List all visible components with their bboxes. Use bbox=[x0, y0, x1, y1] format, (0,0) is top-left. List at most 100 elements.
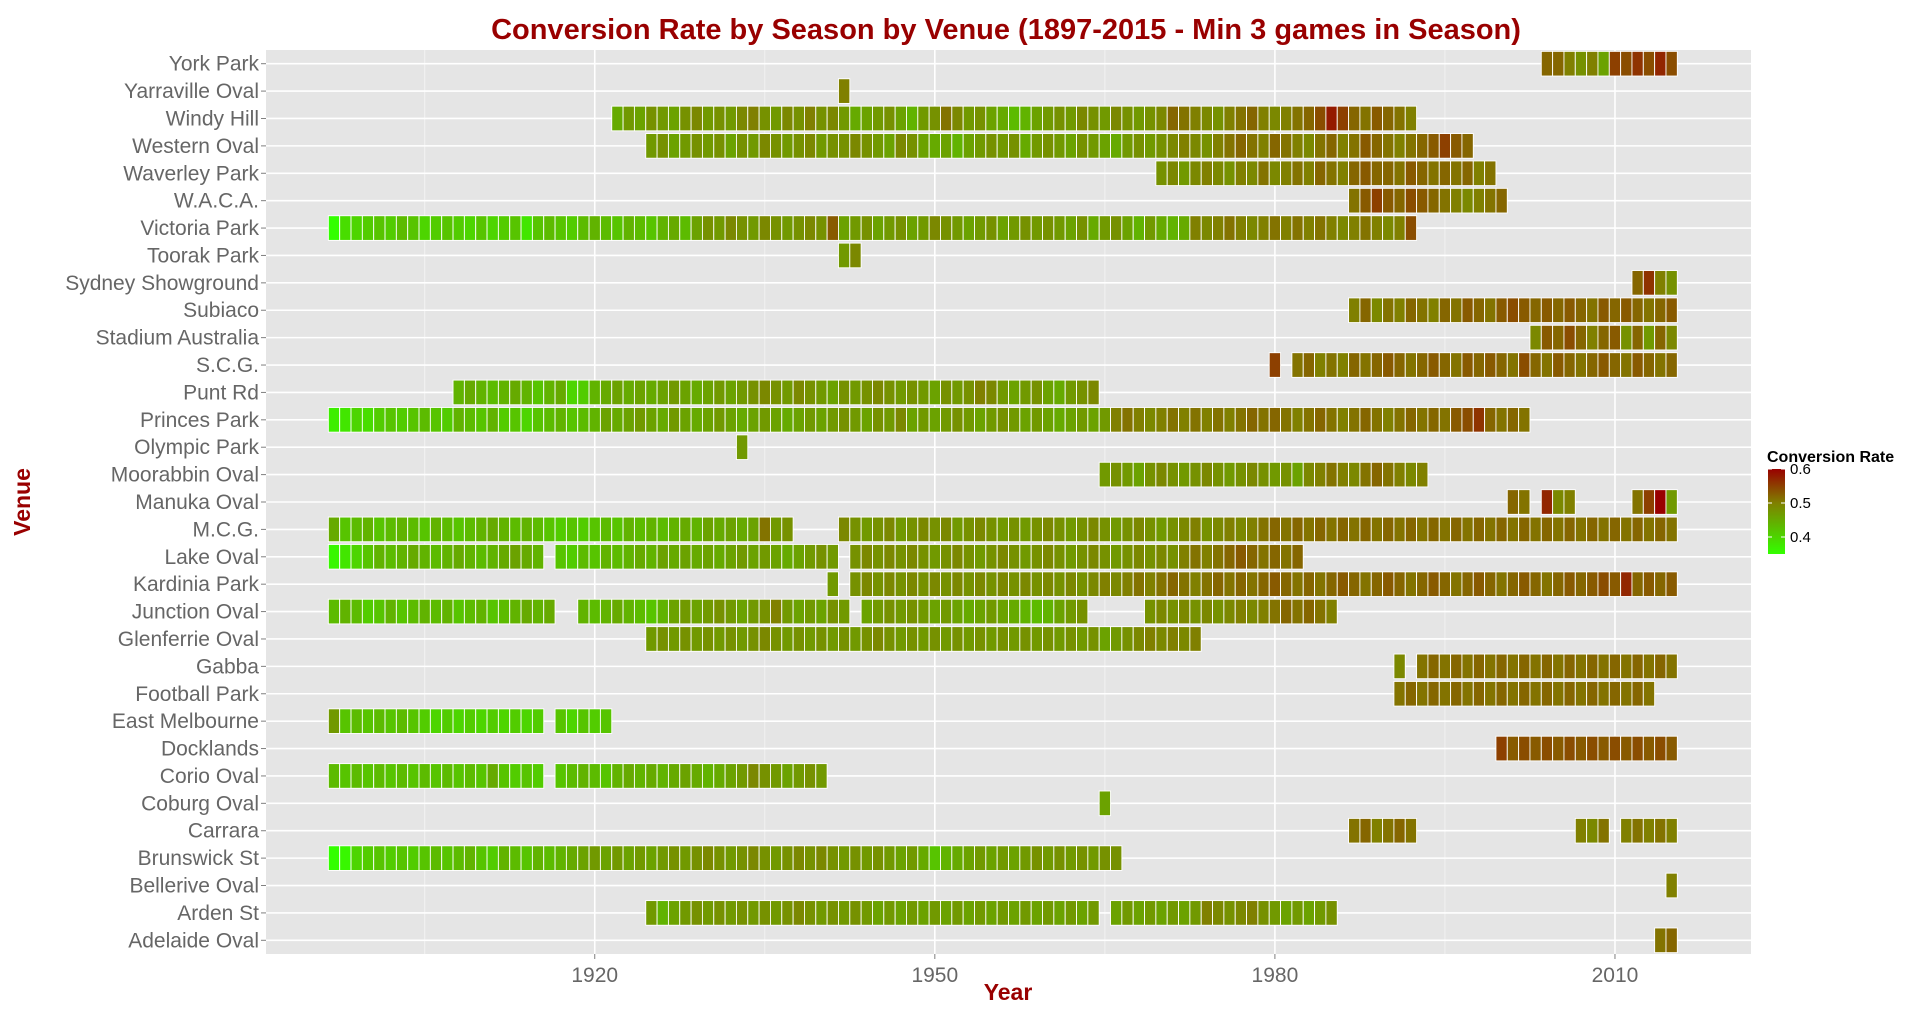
heat-tile bbox=[1404, 133, 1418, 159]
heat-tile bbox=[622, 763, 635, 789]
heat-tile bbox=[1166, 571, 1179, 597]
heat-tile bbox=[1155, 626, 1168, 652]
heat-tile bbox=[667, 379, 681, 406]
legend-tick-label: 0.4 bbox=[1790, 529, 1811, 546]
heat-tile bbox=[769, 626, 783, 652]
heat-tile bbox=[339, 516, 352, 543]
heat-tile bbox=[1291, 516, 1304, 543]
x-tick-label: 2010 bbox=[1592, 964, 1639, 987]
heat-tile bbox=[690, 544, 703, 570]
heat-tile bbox=[974, 845, 987, 871]
heat-tile bbox=[1189, 571, 1202, 597]
heat-tile bbox=[951, 379, 964, 406]
heat-tile bbox=[1064, 544, 1077, 570]
heat-tile bbox=[452, 516, 465, 543]
heat-tile bbox=[1461, 160, 1474, 187]
heat-tile bbox=[1665, 872, 1678, 899]
heat-tile bbox=[543, 407, 556, 433]
heat-tile bbox=[1268, 598, 1282, 625]
heat-tile bbox=[860, 900, 873, 926]
heat-tile bbox=[1506, 680, 1520, 707]
heat-tile bbox=[1166, 626, 1179, 652]
heat-tile bbox=[1359, 215, 1372, 241]
heat-tile bbox=[1359, 105, 1372, 132]
heat-tile bbox=[883, 516, 896, 543]
heat-tile bbox=[701, 763, 715, 789]
heat-tile bbox=[1314, 461, 1327, 488]
heat-tile bbox=[1042, 105, 1055, 132]
heat-tile bbox=[940, 900, 953, 926]
heat-tile bbox=[1200, 105, 1213, 132]
heat-tile bbox=[747, 407, 760, 433]
heat-tile bbox=[996, 845, 1009, 871]
heat-tile bbox=[1348, 187, 1361, 214]
y-tick-label: Punt Rd bbox=[183, 381, 259, 404]
heat-tile bbox=[1087, 379, 1100, 406]
heat-tile bbox=[588, 598, 601, 625]
heat-tile bbox=[758, 105, 771, 132]
y-tick-label: Victoria Park bbox=[140, 217, 259, 240]
heat-tile bbox=[1404, 407, 1418, 433]
heat-tile bbox=[1370, 160, 1384, 187]
heat-tile bbox=[1064, 133, 1077, 159]
heat-tile bbox=[985, 516, 998, 543]
heat-tile bbox=[452, 407, 465, 433]
heat-tile bbox=[1450, 653, 1463, 680]
heat-tile bbox=[577, 215, 590, 241]
heat-tile bbox=[1280, 215, 1293, 241]
heat-tile bbox=[1291, 215, 1304, 241]
heat-tile bbox=[1382, 297, 1395, 324]
heat-tile bbox=[1268, 900, 1282, 926]
heat-tile bbox=[667, 626, 681, 652]
heat-tile bbox=[554, 516, 567, 543]
heat-tile bbox=[1450, 160, 1463, 187]
y-tick-label: Manuka Oval bbox=[135, 491, 259, 514]
heat-tile bbox=[633, 215, 647, 241]
heat-tile bbox=[758, 845, 771, 871]
heat-tile bbox=[1098, 215, 1111, 241]
heat-tile bbox=[497, 544, 511, 570]
heat-tile bbox=[792, 626, 805, 652]
heat-tile bbox=[667, 900, 681, 926]
heat-tile bbox=[679, 105, 692, 132]
heat-tile bbox=[1155, 160, 1168, 187]
heat-tile bbox=[1642, 680, 1656, 707]
heat-tile bbox=[940, 379, 953, 406]
heat-tile bbox=[917, 516, 930, 543]
heat-tile bbox=[1416, 187, 1429, 214]
heat-tile bbox=[1574, 735, 1588, 762]
heat-tile bbox=[1382, 105, 1395, 132]
heat-tile bbox=[1268, 571, 1282, 597]
heat-tile bbox=[588, 379, 601, 406]
heat-tile bbox=[463, 215, 477, 241]
heat-tile bbox=[1563, 297, 1576, 324]
heat-tile bbox=[350, 708, 363, 734]
heat-tile bbox=[1665, 817, 1678, 844]
heat-tile bbox=[1620, 352, 1633, 378]
heat-tile bbox=[1586, 680, 1599, 707]
heat-tile bbox=[667, 598, 681, 625]
heat-tile bbox=[339, 708, 352, 734]
heat-tile bbox=[1597, 352, 1610, 378]
heat-tile bbox=[1280, 544, 1293, 570]
heat-tile bbox=[497, 845, 511, 871]
heat-tile bbox=[577, 763, 590, 789]
heat-tile bbox=[486, 598, 499, 625]
heat-tile bbox=[1348, 352, 1361, 378]
heat-tile bbox=[1529, 735, 1542, 762]
heat-tile bbox=[1087, 215, 1100, 241]
heat-tile bbox=[713, 763, 726, 789]
heat-tile bbox=[1495, 571, 1508, 597]
heat-tile bbox=[883, 379, 896, 406]
heat-tile bbox=[1212, 598, 1225, 625]
heat-tile bbox=[860, 215, 873, 241]
heat-tile bbox=[418, 708, 431, 734]
heat-tile bbox=[1506, 516, 1520, 543]
heat-tile bbox=[1563, 352, 1576, 378]
heat-tile bbox=[475, 708, 488, 734]
heat-tile bbox=[894, 407, 907, 433]
heat-tile bbox=[781, 845, 794, 871]
heat-tile bbox=[622, 516, 635, 543]
heat-tile bbox=[1064, 900, 1077, 926]
heat-tile bbox=[395, 516, 409, 543]
